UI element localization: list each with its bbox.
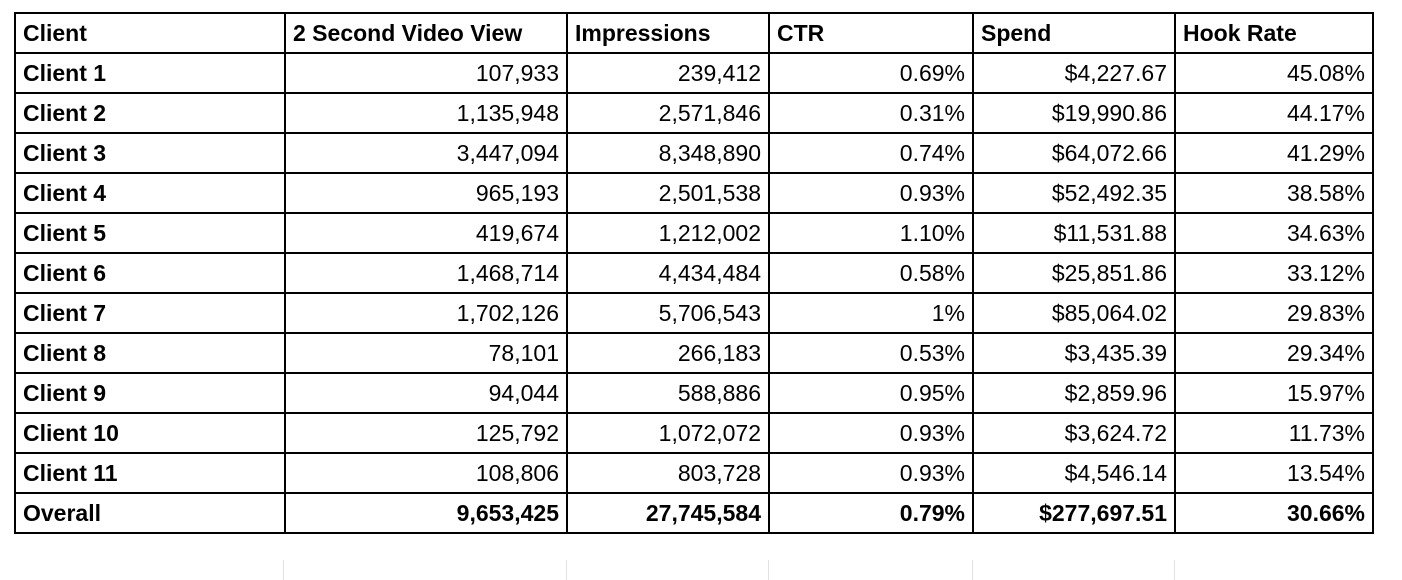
- client-cell[interactable]: Client 4: [14, 172, 286, 214]
- client-cell[interactable]: Client 8: [14, 332, 286, 374]
- overall-row: Overall 9,653,425 27,745,584 0.79% $277,…: [14, 492, 1374, 534]
- spend-cell[interactable]: $4,227.67: [972, 52, 1176, 94]
- table-row: Client 4 965,193 2,501,538 0.93% $52,492…: [14, 172, 1374, 214]
- column-header-video-views[interactable]: 2 Second Video View: [284, 12, 568, 54]
- overall-spend-cell[interactable]: $277,697.51: [972, 492, 1176, 534]
- client-cell[interactable]: Client 1: [14, 52, 286, 94]
- impressions-cell[interactable]: 2,501,538: [566, 172, 770, 214]
- impressions-cell[interactable]: 239,412: [566, 52, 770, 94]
- video-views-cell[interactable]: 1,468,714: [284, 252, 568, 294]
- overall-ctr-cell[interactable]: 0.79%: [768, 492, 974, 534]
- spend-cell[interactable]: $64,072.66: [972, 132, 1176, 174]
- header-row: Client 2 Second Video View Impressions C…: [14, 12, 1374, 54]
- table-row: Client 6 1,468,714 4,434,484 0.58% $25,8…: [14, 252, 1374, 294]
- column-header-client[interactable]: Client: [14, 12, 286, 54]
- video-views-cell[interactable]: 125,792: [284, 412, 568, 454]
- column-header-hook-rate[interactable]: Hook Rate: [1174, 12, 1374, 54]
- impressions-cell[interactable]: 5,706,543: [566, 292, 770, 334]
- spend-cell[interactable]: $52,492.35: [972, 172, 1176, 214]
- client-cell[interactable]: Client 9: [14, 372, 286, 414]
- client-metrics-table: Client 2 Second Video View Impressions C…: [14, 12, 1374, 534]
- client-cell[interactable]: Client 2: [14, 92, 286, 134]
- impressions-cell[interactable]: 4,434,484: [566, 252, 770, 294]
- spend-cell[interactable]: $2,859.96: [972, 372, 1176, 414]
- overall-impressions-cell[interactable]: 27,745,584: [566, 492, 770, 534]
- client-cell[interactable]: Client 11: [14, 452, 286, 494]
- client-cell[interactable]: Client 10: [14, 412, 286, 454]
- hook-rate-cell[interactable]: 29.34%: [1174, 332, 1374, 374]
- ctr-cell[interactable]: 0.53%: [768, 332, 974, 374]
- video-views-cell[interactable]: 1,702,126: [284, 292, 568, 334]
- video-views-cell[interactable]: 3,447,094: [284, 132, 568, 174]
- ctr-cell[interactable]: 0.69%: [768, 52, 974, 94]
- hook-rate-cell[interactable]: 15.97%: [1174, 372, 1374, 414]
- hook-rate-cell[interactable]: 34.63%: [1174, 212, 1374, 254]
- video-views-cell[interactable]: 108,806: [284, 452, 568, 494]
- ctr-cell[interactable]: 0.58%: [768, 252, 974, 294]
- overall-label-cell[interactable]: Overall: [14, 492, 286, 534]
- table-row: Client 9 94,044 588,886 0.95% $2,859.96 …: [14, 372, 1374, 414]
- table-body: Client 2 Second Video View Impressions C…: [14, 12, 1374, 534]
- hook-rate-cell[interactable]: 44.17%: [1174, 92, 1374, 134]
- spend-cell[interactable]: $3,435.39: [972, 332, 1176, 374]
- video-views-cell[interactable]: 965,193: [284, 172, 568, 214]
- ctr-cell[interactable]: 0.93%: [768, 172, 974, 214]
- video-views-cell[interactable]: 107,933: [284, 52, 568, 94]
- table-row: Client 1 107,933 239,412 0.69% $4,227.67…: [14, 52, 1374, 94]
- video-views-cell[interactable]: 419,674: [284, 212, 568, 254]
- ctr-cell[interactable]: 0.95%: [768, 372, 974, 414]
- table-row: Client 11 108,806 803,728 0.93% $4,546.1…: [14, 452, 1374, 494]
- ctr-cell[interactable]: 0.31%: [768, 92, 974, 134]
- impressions-cell[interactable]: 1,072,072: [566, 412, 770, 454]
- table-row: Client 2 1,135,948 2,571,846 0.31% $19,9…: [14, 92, 1374, 134]
- sheet-gridline: [283, 560, 284, 580]
- client-cell[interactable]: Client 7: [14, 292, 286, 334]
- hook-rate-cell[interactable]: 29.83%: [1174, 292, 1374, 334]
- table-row: Client 10 125,792 1,072,072 0.93% $3,624…: [14, 412, 1374, 454]
- video-views-cell[interactable]: 1,135,948: [284, 92, 568, 134]
- sheet-gridline: [768, 560, 769, 580]
- overall-video-views-cell[interactable]: 9,653,425: [284, 492, 568, 534]
- spend-cell[interactable]: $11,531.88: [972, 212, 1176, 254]
- ctr-cell[interactable]: 1%: [768, 292, 974, 334]
- impressions-cell[interactable]: 266,183: [566, 332, 770, 374]
- column-header-ctr[interactable]: CTR: [768, 12, 974, 54]
- hook-rate-cell[interactable]: 11.73%: [1174, 412, 1374, 454]
- impressions-cell[interactable]: 2,571,846: [566, 92, 770, 134]
- impressions-cell[interactable]: 1,212,002: [566, 212, 770, 254]
- column-header-spend[interactable]: Spend: [972, 12, 1176, 54]
- sheet-gridline: [1174, 560, 1175, 580]
- spend-cell[interactable]: $19,990.86: [972, 92, 1176, 134]
- ctr-cell[interactable]: 1.10%: [768, 212, 974, 254]
- table-row: Client 3 3,447,094 8,348,890 0.74% $64,0…: [14, 132, 1374, 174]
- spend-cell[interactable]: $85,064.02: [972, 292, 1176, 334]
- table-row: Client 8 78,101 266,183 0.53% $3,435.39 …: [14, 332, 1374, 374]
- hook-rate-cell[interactable]: 38.58%: [1174, 172, 1374, 214]
- video-views-cell[interactable]: 94,044: [284, 372, 568, 414]
- impressions-cell[interactable]: 8,348,890: [566, 132, 770, 174]
- client-cell[interactable]: Client 5: [14, 212, 286, 254]
- ctr-cell[interactable]: 0.93%: [768, 412, 974, 454]
- overall-hook-rate-cell[interactable]: 30.66%: [1174, 492, 1374, 534]
- sheet-gridline: [566, 560, 567, 580]
- hook-rate-cell[interactable]: 41.29%: [1174, 132, 1374, 174]
- table-row: Client 7 1,702,126 5,706,543 1% $85,064.…: [14, 292, 1374, 334]
- impressions-cell[interactable]: 803,728: [566, 452, 770, 494]
- spend-cell[interactable]: $25,851.86: [972, 252, 1176, 294]
- ctr-cell[interactable]: 0.74%: [768, 132, 974, 174]
- table-row: Client 5 419,674 1,212,002 1.10% $11,531…: [14, 212, 1374, 254]
- client-cell[interactable]: Client 3: [14, 132, 286, 174]
- impressions-cell[interactable]: 588,886: [566, 372, 770, 414]
- hook-rate-cell[interactable]: 33.12%: [1174, 252, 1374, 294]
- ctr-cell[interactable]: 0.93%: [768, 452, 974, 494]
- hook-rate-cell[interactable]: 45.08%: [1174, 52, 1374, 94]
- client-cell[interactable]: Client 6: [14, 252, 286, 294]
- spend-cell[interactable]: $3,624.72: [972, 412, 1176, 454]
- video-views-cell[interactable]: 78,101: [284, 332, 568, 374]
- hook-rate-cell[interactable]: 13.54%: [1174, 452, 1374, 494]
- column-header-impressions[interactable]: Impressions: [566, 12, 770, 54]
- spend-cell[interactable]: $4,546.14: [972, 452, 1176, 494]
- sheet-gridline: [972, 560, 973, 580]
